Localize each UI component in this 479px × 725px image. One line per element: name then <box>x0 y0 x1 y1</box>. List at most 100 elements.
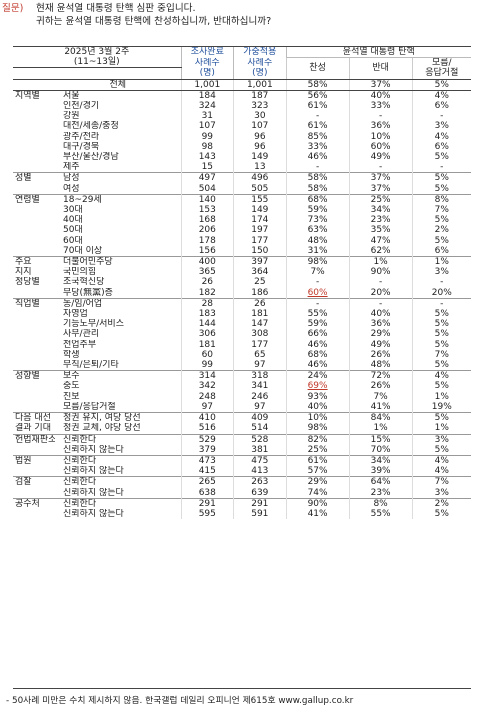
category-label: 신뢰한다 <box>55 454 182 467</box>
category-label: 무당(無黨)층 <box>63 287 113 298</box>
sample-weighted: 97 <box>233 401 287 413</box>
group-label: 지역별 <box>13 89 55 101</box>
dk-value: - <box>411 297 471 310</box>
agree-value: 59% <box>285 319 350 330</box>
sample-completed: 156 <box>180 245 234 257</box>
dk-header: 모름/ 응답거절 <box>411 57 471 80</box>
category-label: 기능노무/서비스 <box>63 319 124 330</box>
category-label: 무직/은퇴/기타 <box>63 360 119 371</box>
results-table: 2025년 3월 2주 (11~13일) 조사완료 가중적용 윤석열 대통령 탄… <box>13 45 471 520</box>
table-row: 제주 15 13- - - <box>13 162 471 173</box>
agree-value: 58% <box>285 172 350 184</box>
dk-value: 5% <box>411 339 471 350</box>
group-label <box>13 381 55 391</box>
sample-completed: 99 <box>180 360 234 371</box>
oppose-value: 36% <box>348 121 413 132</box>
oppose-value: 35% <box>348 225 413 236</box>
period-header: 2025년 3월 2주 (11~13일) <box>13 45 182 69</box>
table-body: 전체 1,001 1,001 58% 37% 5% 지역별 서울 184 187 56% 40% 4% 인… <box>13 79 471 520</box>
sample-weighted: 147 <box>233 319 287 330</box>
category-label: 70대 이상 <box>63 245 103 256</box>
question-line-1: 현재 윤석열 대통령 탄핵 심판 중입니다. <box>36 3 196 14</box>
agree-value: 25% <box>285 444 350 456</box>
question-tag: 질문) <box>2 3 24 14</box>
category-label: 신뢰한다 <box>55 497 182 509</box>
group-label <box>13 205 55 215</box>
table-row: 광주/전라 99 96 85% 10% 4% <box>13 131 471 142</box>
oppose-value: 84% <box>348 412 413 424</box>
oppose-value: 23% <box>348 215 413 226</box>
dk-value: 5% <box>411 360 471 371</box>
dk-value: 7% <box>411 476 471 488</box>
sample-weighted: 381 <box>233 444 287 456</box>
sample-weighted: 1,001 <box>233 79 287 91</box>
dk-value: - <box>411 277 471 288</box>
agree-value: 46% <box>285 152 350 163</box>
sample-weighted-line1: 가중적용 <box>233 45 287 58</box>
group-label <box>13 152 55 162</box>
table-row: 60대 178 177 48% 47% 5% <box>13 235 471 246</box>
group-label: 직업별 <box>13 297 55 310</box>
sample-weighted: 97 <box>233 360 287 371</box>
category-label: 18~29세 <box>55 193 182 206</box>
oppose-value: 26% <box>348 381 413 392</box>
sample-completed: 291 <box>180 497 234 509</box>
table-row: 연령별 18~29세 140 155 68% 25% 8% <box>13 193 471 206</box>
dk-header-line1: 모름/ <box>432 58 452 69</box>
table-row: 인천/경기 324 323 61% 33% 6% <box>13 101 471 112</box>
category-label: 학생 <box>63 349 80 360</box>
sample-completed: 638 <box>180 487 234 499</box>
agree-value: 60% <box>285 287 350 299</box>
dk-value: 4% <box>411 131 471 142</box>
dk-value: 5% <box>411 235 471 246</box>
oppose-value: 40% <box>348 309 413 320</box>
dk-value: 4% <box>411 89 471 101</box>
sample-weighted: 107 <box>233 121 287 132</box>
sample-weighted: 308 <box>233 329 287 340</box>
dk-value: 5% <box>411 444 471 456</box>
agree-value: 59% <box>285 205 350 216</box>
sample-weighted: 187 <box>233 89 287 101</box>
sample-weighted: 26 <box>233 297 287 310</box>
dk-value: 2% <box>411 497 471 509</box>
table-row: 신뢰하지 않는다 379 381 25% 70% 5% <box>13 444 471 456</box>
impeachment-group-header: 윤석열 대통령 탄핵 <box>285 45 471 58</box>
agree-value: 61% <box>285 454 350 467</box>
sample-weighted: 65 <box>233 349 287 361</box>
table-row: 진보 248 246 93% 7% 1% <box>13 391 471 402</box>
sample-completed: 26 <box>180 277 234 288</box>
agree-value: 90% <box>285 497 350 509</box>
oppose-value: 20% <box>348 287 413 299</box>
category-label: 강원 <box>63 111 80 122</box>
oppose-value: 70% <box>348 444 413 456</box>
table-row: 학생 60 65 68% 26% 7% <box>13 349 471 361</box>
oppose-value: 34% <box>348 205 413 216</box>
sample-weighted: 149 <box>233 205 287 216</box>
dk-value: 1% <box>411 391 471 402</box>
oppose-value: 36% <box>348 319 413 330</box>
sample-weighted: 25 <box>233 277 287 288</box>
category-label: 조국혁신당 <box>63 277 105 288</box>
sample-completed: 516 <box>180 423 234 434</box>
oppose-value: - <box>348 162 413 173</box>
question-line-2: 귀하는 윤석열 대통령 탄핵에 찬성하십니까, 반대하십니까? <box>36 16 272 27</box>
category-label: 60대 <box>63 235 83 246</box>
group-label <box>13 509 55 519</box>
table-row: 여성 504 505 58% 37% 5% <box>13 183 471 195</box>
sample-weighted: 150 <box>233 245 287 257</box>
oppose-value: 49% <box>348 152 413 163</box>
agree-value: 61% <box>285 101 350 112</box>
agree-value: 55% <box>285 309 350 320</box>
group-label <box>13 236 55 246</box>
sample-completed: 98 <box>180 141 234 153</box>
category-label: 대전/세종/충청 <box>63 121 119 132</box>
oppose-value: 55% <box>348 508 413 520</box>
group-label <box>13 329 55 339</box>
dk-value: 7% <box>411 205 471 216</box>
oppose-value: 64% <box>348 476 413 488</box>
group-label <box>13 132 55 142</box>
oppose-header: 반대 <box>348 57 413 80</box>
group-label <box>13 225 55 235</box>
category-label: 사무/관리 <box>63 329 100 340</box>
oppose-value: 25% <box>348 193 413 206</box>
